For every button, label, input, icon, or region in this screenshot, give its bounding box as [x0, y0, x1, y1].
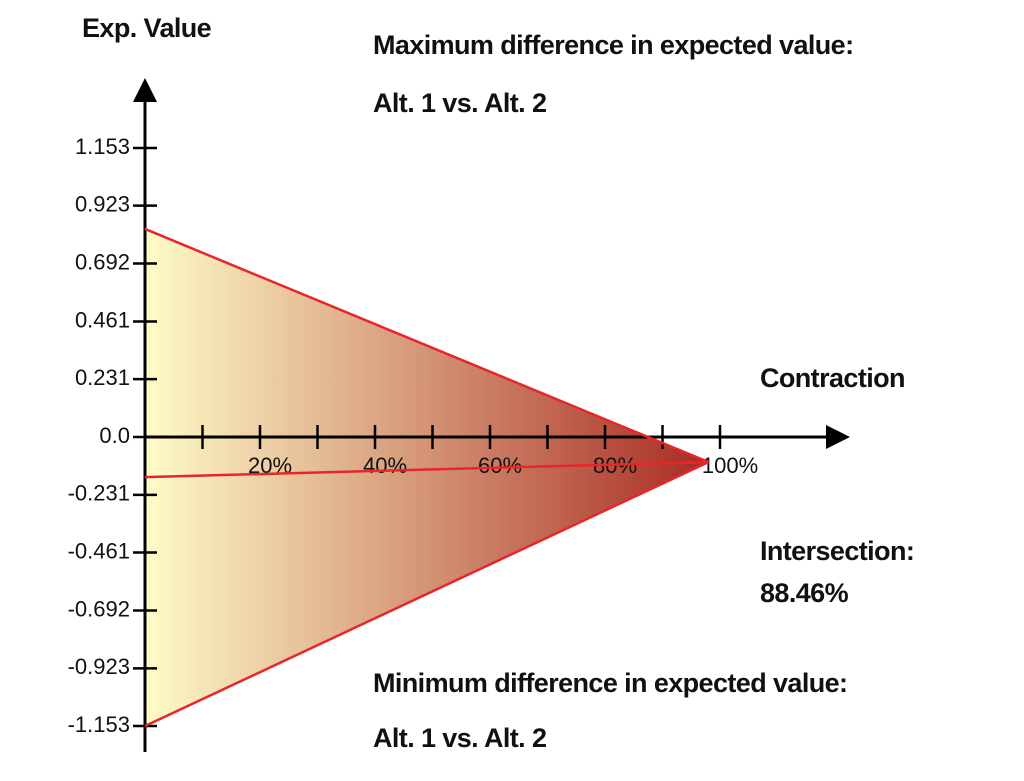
line	[144, 460, 710, 728]
y-tick-label: 1.153	[75, 134, 130, 159]
y-tick-label: -1.153	[68, 712, 130, 737]
y-tick-label: 0.461	[75, 307, 130, 332]
y-tick-label: 0.923	[75, 191, 130, 216]
y-tick-label: 0.692	[75, 249, 130, 274]
y-tick-label: -0.692	[68, 596, 130, 621]
y-tick-label: -0.923	[68, 654, 130, 679]
annotation: Intersection:	[760, 536, 914, 566]
y-tick-label: -0.231	[68, 481, 130, 506]
y-axis-label: Exp. Value	[82, 13, 212, 43]
line	[144, 460, 709, 479]
x-axis-label: Contraction	[760, 363, 905, 393]
annotation: Alt. 1 vs. Alt. 2	[373, 88, 546, 118]
line	[144, 227, 709, 464]
y-tick-label: -0.461	[68, 538, 130, 563]
annotation: Alt. 1 vs. Alt. 2	[373, 723, 546, 753]
annotation: 88.46%	[760, 578, 849, 608]
y-tick-label: 0.0	[99, 423, 130, 448]
x-tick-label: 40%	[363, 453, 407, 478]
y-tick-label: 0.231	[75, 365, 130, 390]
range-area	[145, 228, 709, 727]
x-tick-label: 60%	[478, 453, 522, 478]
annotation: Maximum difference in expected value:	[373, 30, 853, 60]
x-tick-label: 100%	[702, 453, 758, 478]
annotation: Minimum difference in expected value:	[373, 668, 847, 698]
